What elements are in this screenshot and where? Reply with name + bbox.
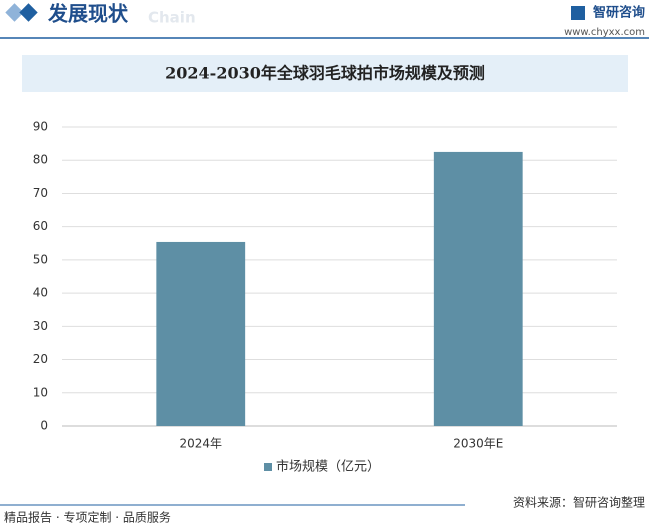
title-box [22, 55, 628, 92]
y-tick-label: 40 [33, 286, 48, 300]
website: www.chyxx.com [564, 27, 645, 38]
y-tick-label: 80 [33, 153, 48, 167]
y-tick-label: 10 [33, 385, 48, 399]
bar [433, 151, 523, 426]
y-tick-label: 50 [33, 252, 48, 266]
section-title: 发展现状 [47, 2, 129, 26]
bar [156, 241, 246, 426]
legend-swatch [264, 463, 272, 471]
legend-label: 市场规模（亿元） [276, 459, 380, 475]
source: 资料来源：智研咨询整理 [513, 495, 645, 510]
y-tick-label: 70 [33, 186, 48, 200]
x-tick-label: 2024年 [179, 437, 222, 451]
watermark: Chain [148, 9, 196, 27]
y-tick-label: 90 [33, 120, 48, 134]
x-tick-label: 2030年E [453, 437, 503, 451]
footer-slogan: 精品报告 · 专项定制 · 品质服务 [4, 510, 171, 525]
brand: 智研咨询 [593, 5, 645, 21]
y-tick-label: 0 [40, 419, 48, 433]
chart-title: 2024-2030年全球羽毛球拍市场规模及预测 [165, 64, 485, 83]
logo [571, 6, 585, 20]
y-tick-label: 30 [33, 319, 48, 333]
y-tick-label: 60 [33, 219, 48, 233]
y-tick-label: 20 [33, 352, 48, 366]
